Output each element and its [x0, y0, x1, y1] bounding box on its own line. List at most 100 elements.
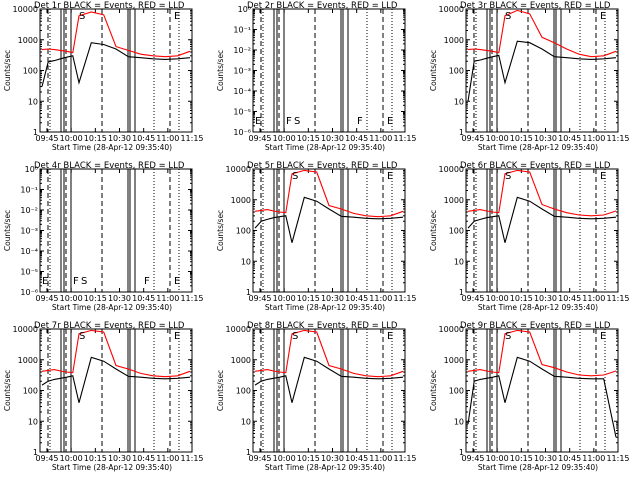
plot-frame — [465, 328, 619, 453]
y-tick-label: 10⁻⁶ — [233, 128, 251, 137]
x-tick-label: 10:15 — [84, 294, 107, 303]
x-tick-label: 10:45 — [558, 454, 581, 463]
events-series-line — [467, 356, 617, 438]
x-tick-label: 09:45 — [461, 134, 484, 143]
y-tick-label: 10⁻⁴ — [233, 87, 251, 96]
chart-title: Det 2r BLACK = Events, RED = LLD — [247, 1, 398, 11]
x-tick-label: 10:45 — [132, 454, 155, 463]
x-tick-label: 11:00 — [156, 454, 179, 463]
x-axis-label: Start Time (28-Apr-12 09:35:40) — [265, 463, 385, 472]
x-tick-label: 10:00 — [273, 134, 296, 143]
y-tick-label: 10⁻² — [233, 46, 251, 55]
y-tick-label: 1 — [459, 448, 464, 457]
x-tick-label: 10:30 — [534, 454, 557, 463]
x-tick-label: 11:00 — [369, 454, 392, 463]
x-tick-label: 10:15 — [297, 134, 320, 143]
x-tick-label: 11:15 — [393, 454, 416, 463]
marker-annotation: E — [255, 116, 261, 127]
plot-frame — [39, 328, 193, 453]
lld-series-line — [41, 11, 191, 58]
x-tick-label: 10:15 — [510, 294, 533, 303]
plot-frame — [252, 8, 406, 133]
x-tick-label: 11:00 — [156, 294, 179, 303]
y-tick-label: 10000 — [226, 325, 251, 334]
x-tick-label: 10:30 — [108, 294, 131, 303]
x-tick-label: 11:00 — [369, 134, 392, 143]
marker-annotation: F — [357, 116, 363, 127]
chart-det-3: Det 3r BLACK = Events, RED = LLD 1 10 100 10… — [429, 1, 630, 152]
y-tick-label: 1 — [459, 128, 464, 137]
x-tick-label: 10:00 — [273, 294, 296, 303]
events-series-line — [254, 196, 404, 243]
chart-det-4: Det 4r BLACK = Events, RED = LLD 10⁻⁶ 10⁻⁵… — [3, 161, 204, 312]
y-axis-label: Counts/sec — [429, 370, 438, 411]
y-axis-label: Counts/sec — [3, 370, 12, 411]
x-tick-label: 10:30 — [534, 294, 557, 303]
y-axis-label: Counts/sec — [3, 210, 12, 251]
marker-annotation: S — [292, 331, 298, 342]
y-tick-label: 10 — [454, 97, 464, 106]
chart-title: Det 3r BLACK = Events, RED = LLD — [460, 1, 611, 11]
x-axis-label: Start Time (28-Apr-12 09:35:40) — [265, 303, 385, 312]
y-tick-label: 1000 — [18, 356, 38, 365]
chart-det-1: Det 1r BLACK = Events, RED = LLD 1 10 100 10… — [3, 1, 204, 152]
marker-annotation: E — [174, 11, 180, 22]
x-tick-label: 09:45 — [461, 294, 484, 303]
x-tick-label: 10:00 — [486, 294, 509, 303]
y-tick-label: 100 — [449, 67, 464, 76]
y-tick-label: 10⁻⁵ — [20, 268, 38, 277]
x-tick-label: 10:00 — [486, 454, 509, 463]
marker-annotation: F — [286, 116, 292, 127]
chart-det-5: Det 5r BLACK = Events, RED = LLD 1 10 100 10… — [216, 161, 417, 312]
y-tick-label: 10000 — [439, 165, 464, 174]
marker-annotation: S — [79, 11, 85, 22]
x-tick-label: 11:15 — [606, 454, 629, 463]
x-tick-label: 09:45 — [248, 134, 271, 143]
x-axis-label: Start Time (28-Apr-12 09:35:40) — [478, 303, 598, 312]
y-axis-label: Counts/sec — [429, 50, 438, 91]
y-axis-label: Counts/sec — [216, 210, 225, 251]
x-tick-label: 11:00 — [582, 134, 605, 143]
lld-series-line — [467, 169, 617, 217]
marker-annotation: E — [600, 11, 606, 22]
lld-series-line — [254, 169, 404, 218]
marker-annotation: E — [174, 331, 180, 342]
marker-annotation: E — [42, 276, 48, 287]
marker-annotation: E — [387, 171, 393, 182]
y-axis-label: Counts/sec — [3, 50, 12, 91]
events-series-line — [41, 356, 191, 403]
y-tick-label: 10000 — [439, 5, 464, 14]
chart-title: Det 6r BLACK = Events, RED = LLD — [460, 161, 611, 171]
x-axis-label: Start Time (28-Apr-12 09:35:40) — [478, 143, 598, 152]
y-tick-label: 10 — [454, 257, 464, 266]
plot-frame — [39, 168, 193, 293]
y-tick-label: 10000 — [439, 325, 464, 334]
x-tick-label: 10:30 — [321, 294, 344, 303]
lld-series-line — [41, 329, 191, 378]
x-tick-label: 10:30 — [108, 134, 131, 143]
y-tick-label: 1 — [246, 448, 251, 457]
marker-annotation: F — [73, 276, 79, 287]
x-tick-label: 10:45 — [558, 134, 581, 143]
chart-title: Det 9r BLACK = Events, RED = LLD — [460, 321, 611, 331]
x-tick-label: 10:15 — [510, 134, 533, 143]
x-tick-label: 10:00 — [486, 134, 509, 143]
x-tick-label: 11:15 — [393, 134, 416, 143]
x-tick-label: 10:00 — [60, 134, 83, 143]
chart-det-7: Det 7r BLACK = Events, RED = LLD 1 10 100 10… — [3, 321, 204, 472]
marker-annotation: S — [294, 116, 300, 127]
y-axis-label: Counts/sec — [216, 50, 225, 91]
y-tick-label: 1 — [459, 288, 464, 297]
y-tick-label: 10 — [28, 417, 38, 426]
x-tick-label: 10:30 — [321, 454, 344, 463]
y-tick-label: 10⁻³ — [233, 67, 251, 76]
x-tick-label: 11:15 — [606, 134, 629, 143]
y-tick-label: 100 — [236, 227, 251, 236]
x-axis-label: Start Time (28-Apr-12 09:35:40) — [265, 143, 385, 152]
y-tick-label: 1000 — [444, 196, 464, 205]
x-tick-label: 11:00 — [582, 294, 605, 303]
chart-title: Det 5r BLACK = Events, RED = LLD — [247, 161, 398, 171]
marker-annotation: E — [387, 116, 393, 127]
plot-frame — [465, 8, 619, 133]
y-tick-label: 10⁻² — [20, 206, 38, 215]
